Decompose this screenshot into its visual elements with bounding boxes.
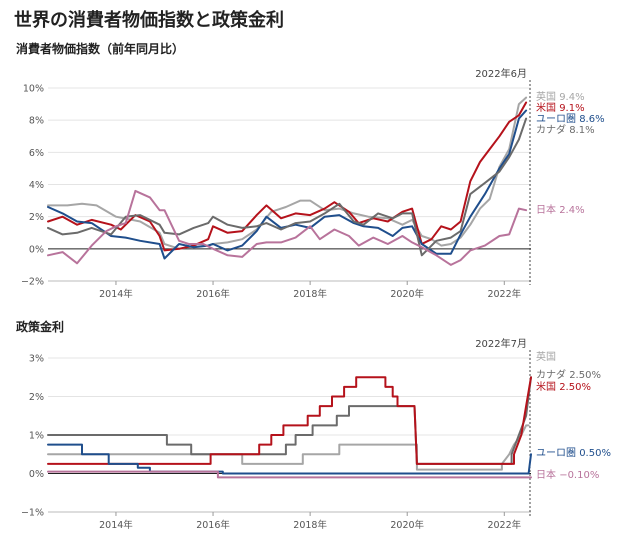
chart0-y-tick: 0% <box>29 244 44 255</box>
cpi-chart-title: 消費者物価指数（前年同月比） <box>16 42 185 56</box>
chart0-x-tick: 2022年 <box>487 288 521 300</box>
chart1-series-name-3: ユーロ圏 <box>536 447 579 459</box>
chart0-series-value-0: 9.4% <box>559 92 584 103</box>
chart1-series-line-3 <box>47 443 532 475</box>
chart0-series-name-0: 英国 <box>536 90 559 103</box>
chart0-series-name-1: 米国 <box>536 101 559 114</box>
chart0-x-tick: 2016年 <box>196 288 230 300</box>
chart1-series-label-3: ユーロ圏 0.50% <box>536 447 611 459</box>
chart1-series-line-1 <box>47 376 532 465</box>
chart0-series-label-0: 英国 9.4% <box>536 90 585 103</box>
chart0-series-name-4: 日本 <box>536 203 559 216</box>
chart0-y-tick: −2% <box>21 277 44 288</box>
chart0-series-name-2: ユーロ圏 <box>536 113 579 125</box>
chart1-x-tick: 2020年 <box>390 519 424 531</box>
chart1-date-annotation: 2022年7月 <box>475 337 527 350</box>
chart0-series-label-1: 米国 9.1% <box>536 101 585 114</box>
chart1-y-tick: 3% <box>29 354 44 365</box>
chart1-series-label-1: カナダ 2.50% <box>536 368 601 381</box>
chart0-y-tick: 10% <box>23 84 44 95</box>
chart0-y-tick: 4% <box>29 180 44 191</box>
chart0-series-line-3 <box>47 117 528 257</box>
chart0-y-tick: 2% <box>29 212 44 223</box>
chart1-series-name-1: カナダ <box>536 368 569 381</box>
chart0-series-line-1 <box>47 101 528 252</box>
rate-chart-title: 政策金利 <box>16 320 65 334</box>
chart1-y-tick: 1% <box>29 431 44 442</box>
chart1-series-name-0: 英国 <box>536 350 556 363</box>
chart0-series-value-2: 8.6% <box>579 114 604 125</box>
chart1-y-tick: 2% <box>29 392 44 403</box>
chart1-series-value-1: 2.50% <box>569 370 601 381</box>
chart0-y-tick: 8% <box>29 116 44 127</box>
chart0-series-value-3: 8.1% <box>569 125 594 136</box>
chart0-x-tick: 2014年 <box>99 288 133 300</box>
chart1-series-value-3: 0.50% <box>579 448 611 459</box>
chart1-series-value-2: 2.50% <box>559 382 591 393</box>
chart1-x-tick: 2022年 <box>487 519 521 531</box>
chart0-series-value-1: 9.1% <box>559 103 584 114</box>
chart1-y-tick: −1% <box>21 508 44 519</box>
chart1-series-label-2: 米国 2.50% <box>536 380 591 393</box>
chart1-x-tick: 2016年 <box>196 519 230 531</box>
chart0-x-tick: 2018年 <box>293 288 327 300</box>
chart1-x-tick: 2014年 <box>99 519 133 531</box>
chart1-x-tick: 2018年 <box>293 519 327 531</box>
main-title: 世界の消費者物価指数と政策金利 <box>14 10 284 31</box>
chart1-series-name-2: 米国 <box>536 380 559 393</box>
chart0-series-label-3: カナダ 8.1% <box>536 123 595 136</box>
chart0-date-annotation: 2022年6月 <box>475 67 527 80</box>
chart0-series-line-4 <box>47 189 528 266</box>
chart0-series-value-4: 2.4% <box>559 205 584 216</box>
chart1-series-label-4: 日本 −0.10% <box>536 468 599 481</box>
chart0-series-name-3: カナダ <box>536 123 569 136</box>
chart1-series-name-4: 日本 <box>536 468 559 481</box>
chart0-x-tick: 2020年 <box>390 288 424 300</box>
chart1-series-value-4: −0.10% <box>559 470 599 481</box>
chart0-series-line-0 <box>47 96 528 250</box>
chart0-series-label-4: 日本 2.4% <box>536 203 585 216</box>
chart1-series-label-0: 英国 <box>536 350 556 363</box>
chart0-series-label-2: ユーロ圏 8.6% <box>536 113 605 125</box>
chart1-series-line-4 <box>47 470 532 479</box>
chart1-series-line-2 <box>47 376 532 465</box>
chart0-y-tick: 6% <box>29 148 44 159</box>
chart1-y-tick: 0% <box>29 469 44 480</box>
chart0-series-line-2 <box>47 109 528 260</box>
